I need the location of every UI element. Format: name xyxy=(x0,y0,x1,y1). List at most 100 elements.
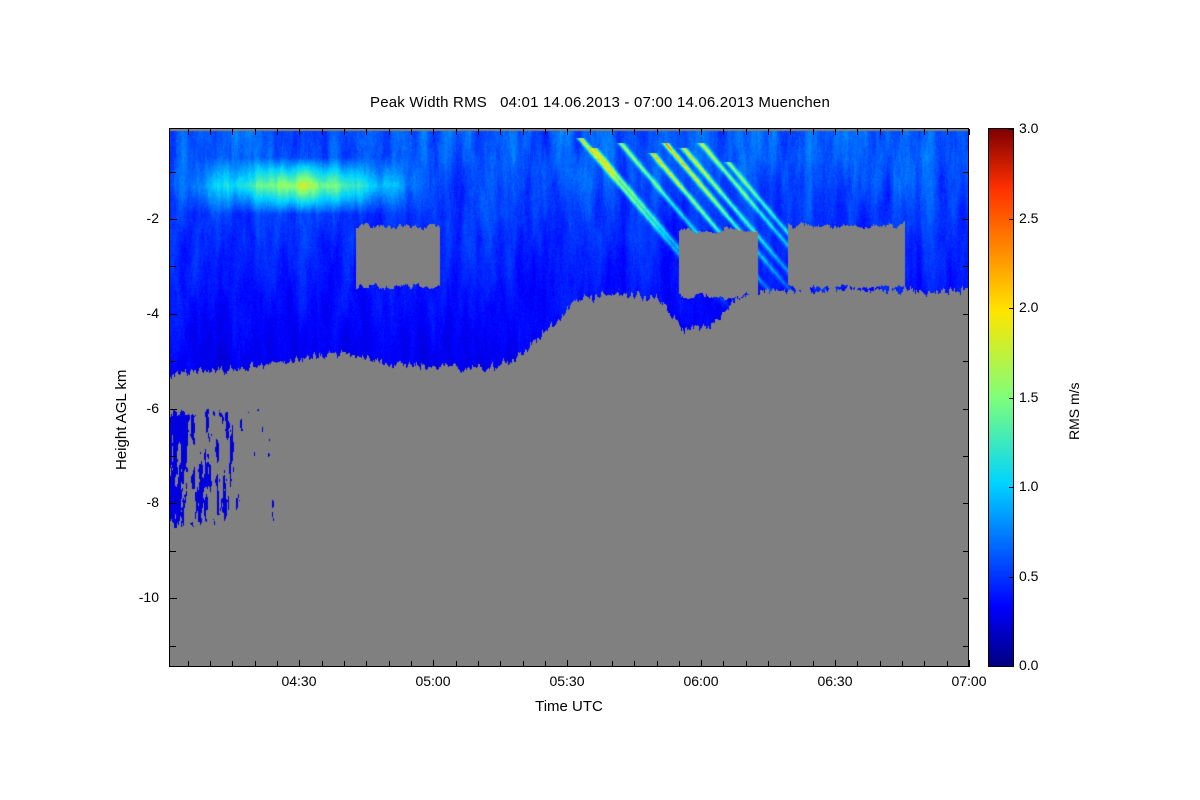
x-axis-minor-tick-top xyxy=(322,129,323,135)
colorbar-tick-label: 3.0 xyxy=(1019,120,1039,136)
x-axis-minor-tick xyxy=(523,661,524,667)
y-axis-minor-tick-right xyxy=(963,361,969,362)
x-axis-minor-tick xyxy=(880,661,881,667)
x-axis-tick-label: 05:00 xyxy=(415,673,451,689)
plot-axes-frame xyxy=(169,128,969,667)
x-axis-minor-tick-top xyxy=(612,129,613,135)
x-axis-minor-tick-top xyxy=(657,129,658,135)
x-axis-minor-tick-top xyxy=(523,129,524,135)
x-axis-major-tick xyxy=(567,660,568,667)
x-axis-minor-tick xyxy=(277,661,278,667)
y-axis-major-tick xyxy=(170,598,177,599)
y-axis-minor-tick xyxy=(170,266,176,267)
x-axis-minor-tick-top xyxy=(567,129,568,135)
x-axis-minor-tick-top xyxy=(500,129,501,135)
x-axis-minor-tick xyxy=(857,661,858,667)
x-axis-minor-tick-top xyxy=(768,129,769,135)
colorbar-tick xyxy=(1009,308,1014,309)
x-axis-minor-tick-top xyxy=(947,129,948,135)
colorbar-tick xyxy=(1009,398,1014,399)
x-axis-major-tick xyxy=(433,660,434,667)
y-axis-major-tick xyxy=(170,314,177,315)
x-axis-minor-tick-top xyxy=(366,129,367,135)
heatmap-data-area xyxy=(170,129,969,667)
x-axis-minor-tick xyxy=(902,661,903,667)
x-axis-minor-tick-top xyxy=(299,129,300,135)
x-axis-minor-tick-top xyxy=(232,129,233,135)
colorbar-tick xyxy=(1009,487,1014,488)
page-title: Peak Width RMS 04:01 14.06.2013 - 07:00 … xyxy=(369,94,830,111)
x-axis-tick-label: 05:30 xyxy=(549,673,585,689)
x-axis-minor-tick xyxy=(344,661,345,667)
x-axis-minor-tick-top xyxy=(255,129,256,135)
x-axis-major-tick xyxy=(701,660,702,667)
x-axis-minor-tick-top xyxy=(857,129,858,135)
x-axis-label: Time UTC xyxy=(535,698,603,715)
x-axis-minor-tick xyxy=(232,661,233,667)
x-axis-minor-tick-top xyxy=(277,129,278,135)
y-axis-minor-tick xyxy=(170,551,176,552)
x-axis-minor-tick-top xyxy=(969,129,970,135)
x-axis-minor-tick xyxy=(723,661,724,667)
x-axis-minor-tick xyxy=(389,661,390,667)
y-axis-tick-label: -2 xyxy=(146,210,159,226)
y-axis-tick-label: -10 xyxy=(138,589,159,605)
x-axis-minor-tick-top xyxy=(188,129,189,135)
x-axis-minor-tick xyxy=(746,661,747,667)
colorbar-tick-label: 2.0 xyxy=(1019,299,1039,315)
x-axis-minor-tick xyxy=(924,661,925,667)
x-axis-minor-tick xyxy=(634,661,635,667)
x-axis-minor-tick-top xyxy=(411,129,412,135)
x-axis-minor-tick-top xyxy=(478,129,479,135)
x-axis-minor-tick-top xyxy=(344,129,345,135)
x-axis-minor-tick-top xyxy=(924,129,925,135)
x-axis-tick-label: 07:00 xyxy=(951,673,987,689)
x-axis-minor-tick xyxy=(210,661,211,667)
x-axis-minor-tick xyxy=(478,661,479,667)
y-axis-tick-label: -6 xyxy=(146,400,159,416)
x-axis-minor-tick-top xyxy=(590,129,591,135)
x-axis-minor-tick-top xyxy=(545,129,546,135)
y-axis-minor-tick-right xyxy=(963,314,969,315)
y-axis-minor-tick xyxy=(170,646,176,647)
y-axis-minor-tick-right xyxy=(963,456,969,457)
x-axis-minor-tick-top xyxy=(790,129,791,135)
x-axis-minor-tick xyxy=(590,661,591,667)
y-axis-minor-tick-right xyxy=(963,503,969,504)
colorbar-gradient xyxy=(989,129,1013,666)
x-axis-minor-tick xyxy=(255,661,256,667)
colorbar-tick xyxy=(1009,666,1014,667)
x-axis-minor-tick xyxy=(657,661,658,667)
x-axis-minor-tick xyxy=(366,661,367,667)
colorbar-frame xyxy=(988,128,1014,667)
x-axis-tick-label: 04:30 xyxy=(281,673,317,689)
x-axis-minor-tick-top xyxy=(902,129,903,135)
x-axis-major-tick xyxy=(299,660,300,667)
colorbar-tick-label: 0.0 xyxy=(1019,657,1039,673)
colorbar-tick-label: 1.0 xyxy=(1019,478,1039,494)
y-axis-minor-tick xyxy=(170,361,176,362)
y-axis-major-tick xyxy=(170,409,177,410)
y-axis-tick-label: -4 xyxy=(146,305,159,321)
x-axis-minor-tick xyxy=(545,661,546,667)
y-axis-minor-tick xyxy=(170,172,176,173)
x-axis-minor-tick xyxy=(813,661,814,667)
y-axis-major-tick xyxy=(170,219,177,220)
x-axis-minor-tick-top xyxy=(813,129,814,135)
y-axis-label: Height AGL km xyxy=(113,369,130,470)
x-axis-tick-label: 06:30 xyxy=(817,673,853,689)
x-axis-minor-tick xyxy=(790,661,791,667)
colorbar-tick xyxy=(1009,577,1014,578)
x-axis-minor-tick-top xyxy=(456,129,457,135)
colorbar-tick xyxy=(1009,219,1014,220)
x-axis-minor-tick xyxy=(322,661,323,667)
x-axis-minor-tick-top xyxy=(723,129,724,135)
y-axis-minor-tick-right xyxy=(963,598,969,599)
x-axis-major-tick xyxy=(969,660,970,667)
x-axis-minor-tick xyxy=(768,661,769,667)
y-axis-minor-tick-right xyxy=(963,172,969,173)
x-axis-minor-tick-top xyxy=(389,129,390,135)
x-axis-minor-tick xyxy=(411,661,412,667)
x-axis-minor-tick-top xyxy=(634,129,635,135)
